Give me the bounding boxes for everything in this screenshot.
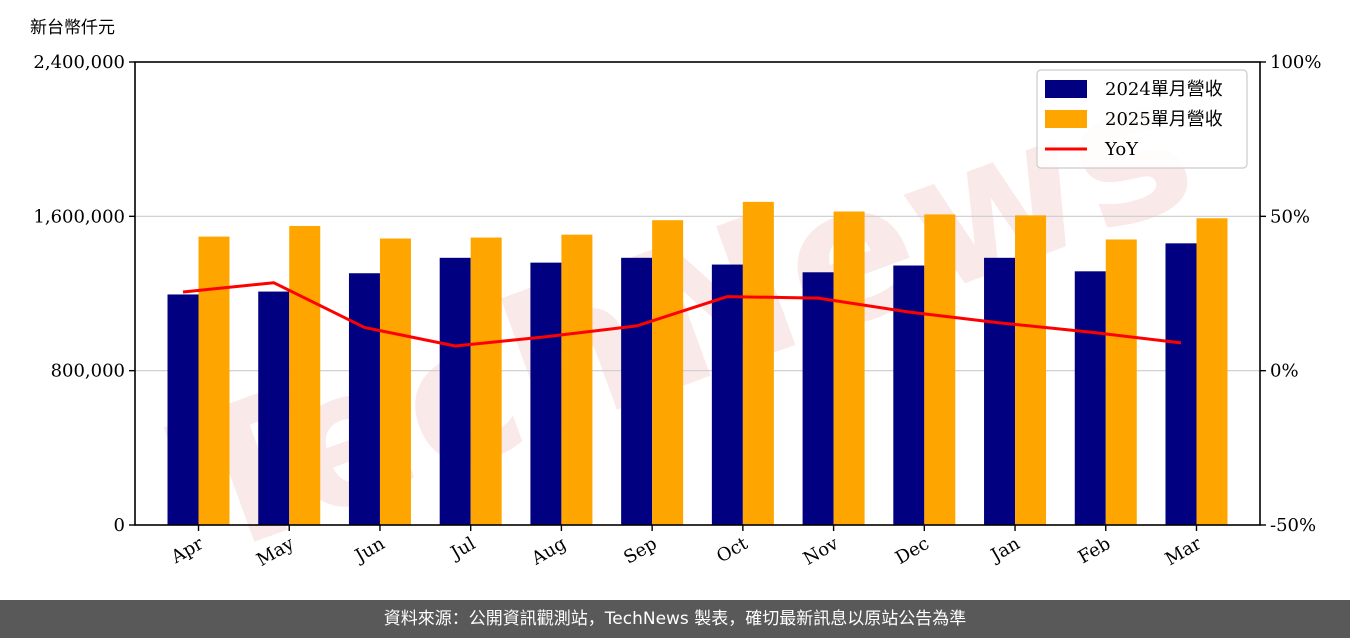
y2-tick-label: -50%: [1270, 515, 1316, 536]
x-tick-label: Aug: [527, 533, 570, 570]
x-tick-label: Apr: [167, 533, 207, 568]
bar: [530, 262, 562, 525]
legend-swatch: [1045, 80, 1087, 98]
y-axis-label: 新台幣仟元: [30, 18, 115, 38]
bar: [742, 201, 774, 526]
x-tick-label: Mar: [1162, 533, 1206, 570]
y2-tick-label: 50%: [1270, 206, 1310, 227]
bar: [984, 257, 1016, 525]
plot-frame: [134, 61, 1261, 526]
x-tick-label: Feb: [1075, 533, 1115, 568]
x-tick-label: Dec: [892, 533, 933, 569]
source-footer: 資料來源：公開資訊觀測站，TechNews 製表，確切最新訊息以原站公告為準: [0, 600, 1350, 638]
grid-layer: [135, 215, 1260, 372]
bar: [198, 236, 230, 525]
revenue-chart: TechNews 0800,0001,600,0002,400,000-50%0…: [30, 18, 1321, 600]
x-tick-label: Jul: [446, 533, 480, 565]
y2-tick-label: 100%: [1270, 52, 1321, 73]
bar: [1196, 218, 1228, 525]
legend-swatch: [1045, 110, 1087, 128]
bar: [167, 294, 199, 525]
bar: [1165, 243, 1197, 525]
bar: [258, 291, 290, 525]
bar: [924, 214, 956, 525]
bar: [379, 238, 411, 526]
yoy-line: [182, 281, 1182, 348]
x-tick-label: Jan: [986, 533, 1024, 567]
line-layer: [182, 281, 1182, 348]
x-tick-label: Oct: [713, 533, 752, 568]
bar: [470, 237, 502, 525]
legend-box: [1036, 69, 1248, 169]
bar: [439, 257, 471, 525]
bar: [652, 220, 684, 526]
bar: [289, 225, 321, 525]
y-tick-label: 1,600,000: [33, 206, 125, 227]
bar: [1074, 271, 1106, 525]
bar: [833, 211, 865, 525]
y-tick-label: 800,000: [51, 361, 125, 382]
bar: [1105, 239, 1137, 525]
y2-tick-label: 0%: [1270, 361, 1299, 382]
bar: [711, 264, 743, 525]
y-tick-label: 0: [114, 515, 125, 536]
x-tick-label: Nov: [800, 533, 843, 570]
x-tick-label: Sep: [620, 533, 660, 568]
bar: [802, 272, 834, 525]
bar: [1015, 215, 1047, 525]
bar: [621, 257, 653, 525]
bar: [561, 234, 593, 526]
legend-label: 2025單月營收: [1105, 109, 1223, 130]
legend-label: YoY: [1104, 139, 1139, 160]
bar: [893, 265, 925, 525]
legend-layer: 2024單月營收 2025單月營收 YoY: [1036, 69, 1248, 169]
y-tick-label: 2,400,000: [33, 52, 125, 73]
bar: [348, 273, 380, 525]
bar-layer: [167, 201, 1228, 526]
legend-label: 2024單月營收: [1105, 79, 1223, 100]
